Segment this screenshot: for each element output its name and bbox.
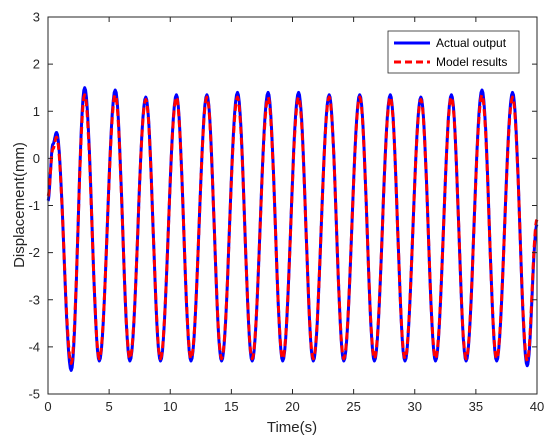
legend-label-model-results: Model results bbox=[436, 55, 507, 69]
x-tick-label: 15 bbox=[224, 399, 238, 414]
x-tick-label: 40 bbox=[530, 399, 544, 414]
y-tick-label: 3 bbox=[33, 10, 40, 25]
x-tick-label: 20 bbox=[285, 399, 299, 414]
y-tick-label: -5 bbox=[28, 387, 40, 402]
y-axis: -5 -4 -3 -2 -1 0 1 2 3 bbox=[28, 10, 537, 402]
series-line-actual-output bbox=[46, 86, 539, 372]
y-tick-label: -2 bbox=[28, 245, 40, 260]
x-tick-label: 25 bbox=[346, 399, 360, 414]
x-tick-label: 0 bbox=[44, 399, 51, 414]
series-layer bbox=[46, 86, 539, 372]
legend: Actual output Model results bbox=[387, 30, 520, 74]
y-tick-label: 0 bbox=[33, 151, 40, 166]
legend-box bbox=[387, 30, 520, 74]
legend-label-actual-output: Actual output bbox=[436, 36, 507, 50]
x-axis: 0 5 10 15 20 25 30 35 40 bbox=[44, 17, 544, 414]
x-tick-label: 30 bbox=[408, 399, 422, 414]
y-tick-label: -1 bbox=[28, 198, 40, 213]
y-tick-label: 1 bbox=[33, 104, 40, 119]
y-tick-label: -4 bbox=[28, 339, 40, 354]
x-tick-label: 10 bbox=[163, 399, 177, 414]
y-tick-label: 2 bbox=[33, 57, 40, 72]
y-tick-label: -3 bbox=[28, 292, 40, 307]
y-axis-label: Displacement(mm) bbox=[11, 142, 28, 268]
x-tick-label: 5 bbox=[106, 399, 113, 414]
x-axis-label: Time(s) bbox=[267, 419, 317, 436]
x-tick-label: 35 bbox=[469, 399, 483, 414]
